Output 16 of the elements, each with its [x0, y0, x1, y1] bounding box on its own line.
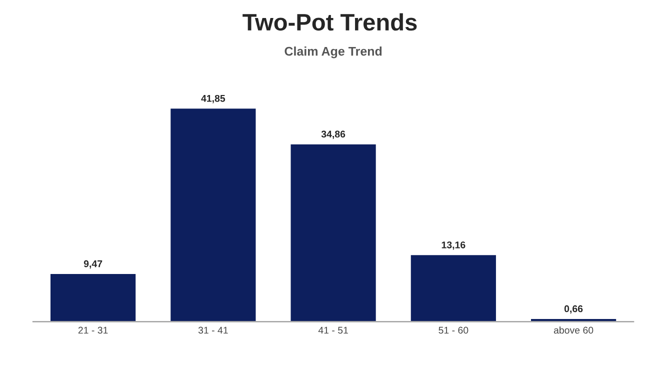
x-tick-label: 41 - 51 [318, 326, 348, 334]
data-label: 13,16 [442, 241, 466, 250]
x-tick-label: 31 - 41 [198, 326, 228, 334]
bar [49, 272, 137, 322]
bar [289, 142, 378, 322]
x-tick-label: 51 - 60 [438, 326, 468, 334]
x-tick-label: above 60 [554, 326, 594, 334]
bar [409, 254, 498, 322]
x-tick-label: 21 - 31 [78, 326, 108, 334]
data-label: 0,66 [564, 305, 583, 314]
data-label: 34,86 [321, 130, 346, 139]
chart-subtitle: Claim Age Trend [284, 46, 382, 58]
data-label: 41,85 [201, 94, 226, 104]
data-label: 9,47 [84, 260, 102, 269]
chart-title: Two-Pot Trends [242, 13, 417, 31]
bar [169, 107, 258, 322]
